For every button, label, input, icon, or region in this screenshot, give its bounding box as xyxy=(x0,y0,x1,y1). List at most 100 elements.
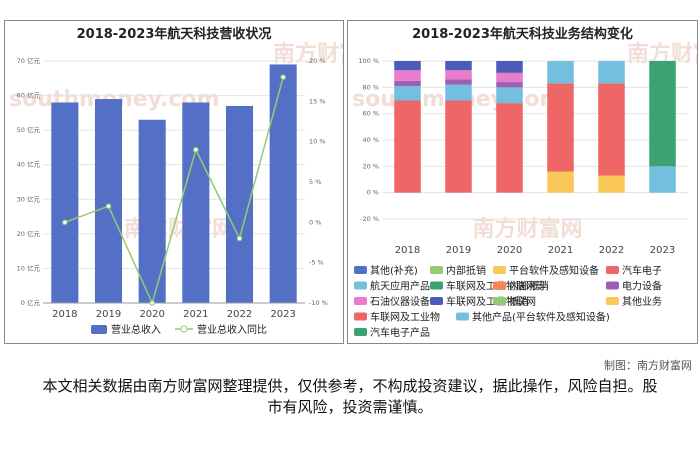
revenue-bar xyxy=(182,102,210,303)
x-axis-tick: 2022 xyxy=(599,245,624,256)
legend-label: 其他产品(平台软件及感知设备) xyxy=(472,311,610,324)
left-axis-tick: 30 亿元 xyxy=(17,194,41,203)
x-axis-tick: 2023 xyxy=(270,309,295,320)
legend-swatch xyxy=(354,266,367,274)
x-axis-tick: 2021 xyxy=(183,309,208,320)
y-axis-tick: 60 % xyxy=(362,110,379,118)
structure-bar-segment xyxy=(445,79,472,85)
y-axis-tick: -20 % xyxy=(360,215,379,223)
right-axis-tick: 5 % xyxy=(309,178,321,186)
yoy-line xyxy=(64,76,284,306)
structure-bar-segment xyxy=(394,80,421,87)
structure-bar-segment xyxy=(496,72,523,83)
legend-label: 车联网及工业物 xyxy=(370,311,440,324)
structure-bar-segment xyxy=(394,70,421,81)
structure-bar-segment xyxy=(445,70,472,80)
x-axis-tick: 2022 xyxy=(227,309,252,320)
legend-swatch xyxy=(606,266,619,274)
revenue-bar xyxy=(51,102,79,303)
structure-bar-segment xyxy=(649,61,676,167)
legend-swatch xyxy=(456,312,469,321)
structure-bar-segment xyxy=(547,61,574,84)
right-axis-tick: 0 % xyxy=(309,218,321,226)
legend-label: 航天应用产品 xyxy=(370,280,430,293)
legend-label: 其他业务 xyxy=(622,295,662,308)
revenue-chart-panel: 2018-2023年航天科技营收状况 南方财富网南方财富网southmoney.… xyxy=(4,20,344,344)
structure-bar-segment xyxy=(496,103,523,193)
structure-bar-segment xyxy=(598,83,625,176)
legend-swatch xyxy=(354,297,367,305)
revenue-bar xyxy=(138,119,166,304)
right-axis-tick: -5 % xyxy=(309,259,324,267)
disclaimer-text: 本文相关数据由南方财富网整理提供，仅供参考，不构成投资建议，据此操作，风险自担。… xyxy=(42,377,658,416)
structure-bar-segment xyxy=(445,61,472,71)
legend-label: 石油仪器设备 xyxy=(370,295,430,308)
legend-swatch xyxy=(606,281,619,290)
legend-swatch xyxy=(354,312,367,321)
left-axis-tick: 10 亿元 xyxy=(17,263,41,272)
structure-bar-segment xyxy=(445,100,472,193)
legend-swatch xyxy=(430,281,443,290)
x-axis-tick: 2018 xyxy=(395,245,420,256)
legend-label-yoy: 营业总收入同比 xyxy=(197,323,267,336)
right-axis-tick: -10 % xyxy=(309,299,328,307)
chart-credit: 制图：南方财富网 xyxy=(604,359,692,372)
y-axis-tick: 80 % xyxy=(362,83,379,91)
legend-label: 车联网及工业物联网 xyxy=(446,295,536,308)
structure-chart-title: 2018-2023年航天科技业务结构变化 xyxy=(412,27,633,42)
right-axis-tick: 20 % xyxy=(309,57,326,65)
revenue-bar xyxy=(94,99,123,304)
legend-label: 抵消 xyxy=(509,295,529,308)
legend-swatch xyxy=(354,328,367,336)
y-axis-tick: 0 % xyxy=(367,189,379,197)
x-axis-tick: 2021 xyxy=(548,245,573,256)
legend-swatch xyxy=(493,266,506,274)
structure-bar-segment xyxy=(598,175,625,193)
legend-swatch-yoy-marker xyxy=(180,325,188,333)
legend-label-revenue: 营业总收入 xyxy=(111,323,161,336)
legend-label: 电力设备 xyxy=(622,280,662,293)
legend-swatch xyxy=(430,297,443,305)
x-axis-tick: 2020 xyxy=(497,245,522,256)
left-axis-tick: 60 亿元 xyxy=(17,91,41,100)
structure-bar-segment xyxy=(496,61,523,73)
structure-bar-segment xyxy=(547,171,574,193)
y-axis-tick: 20 % xyxy=(362,162,379,170)
y-axis-tick: 100 % xyxy=(358,57,379,65)
structure-bar-segment xyxy=(394,86,421,101)
legend-label: 内部抵销 xyxy=(446,264,486,277)
legend-swatch xyxy=(430,266,443,274)
x-axis-tick: 2023 xyxy=(650,245,675,256)
structure-bar-segment xyxy=(598,61,625,84)
left-axis-tick: 0 亿元 xyxy=(21,298,41,307)
legend-swatch xyxy=(606,297,619,305)
yoy-point xyxy=(105,203,112,210)
legend-label: 内部抵消 xyxy=(509,280,549,293)
yoy-point xyxy=(236,235,243,242)
left-axis-tick: 20 亿元 xyxy=(17,229,41,238)
left-axis-tick: 40 亿元 xyxy=(17,160,41,169)
structure-bar-segment xyxy=(445,84,472,101)
right-axis-tick: 10 % xyxy=(309,138,326,146)
legend-label: 平台软件及感知设备 xyxy=(509,264,599,277)
structure-bar-segment xyxy=(496,82,523,88)
y-axis-tick: 40 % xyxy=(362,136,379,144)
left-axis-tick: 70 亿元 xyxy=(17,56,41,65)
structure-bar-segment xyxy=(394,61,421,71)
structure-chart-panel: 2018-2023年航天科技业务结构变化 南方财富网南方财富网southmone… xyxy=(347,20,698,344)
revenue-bar xyxy=(269,64,297,303)
revenue-chart-title: 2018-2023年航天科技营收状况 xyxy=(76,27,272,42)
left-axis-tick: 50 亿元 xyxy=(17,125,41,134)
watermark-text: 南方财富网 xyxy=(473,216,583,242)
yoy-point xyxy=(149,300,155,306)
right-axis-tick: 15 % xyxy=(309,97,326,105)
legend-swatch-revenue xyxy=(91,325,107,334)
legend-label: 汽车电子 xyxy=(622,264,662,277)
structure-chart: 南方财富网南方财富网southmoney.com-20 %0 %20 %40 %… xyxy=(352,41,697,339)
yoy-point xyxy=(62,219,68,226)
legend-label: 汽车电子产品 xyxy=(370,326,430,339)
legend-swatch xyxy=(493,297,506,305)
yoy-point xyxy=(280,74,286,80)
legend-label: 其他(补充) xyxy=(370,264,418,277)
